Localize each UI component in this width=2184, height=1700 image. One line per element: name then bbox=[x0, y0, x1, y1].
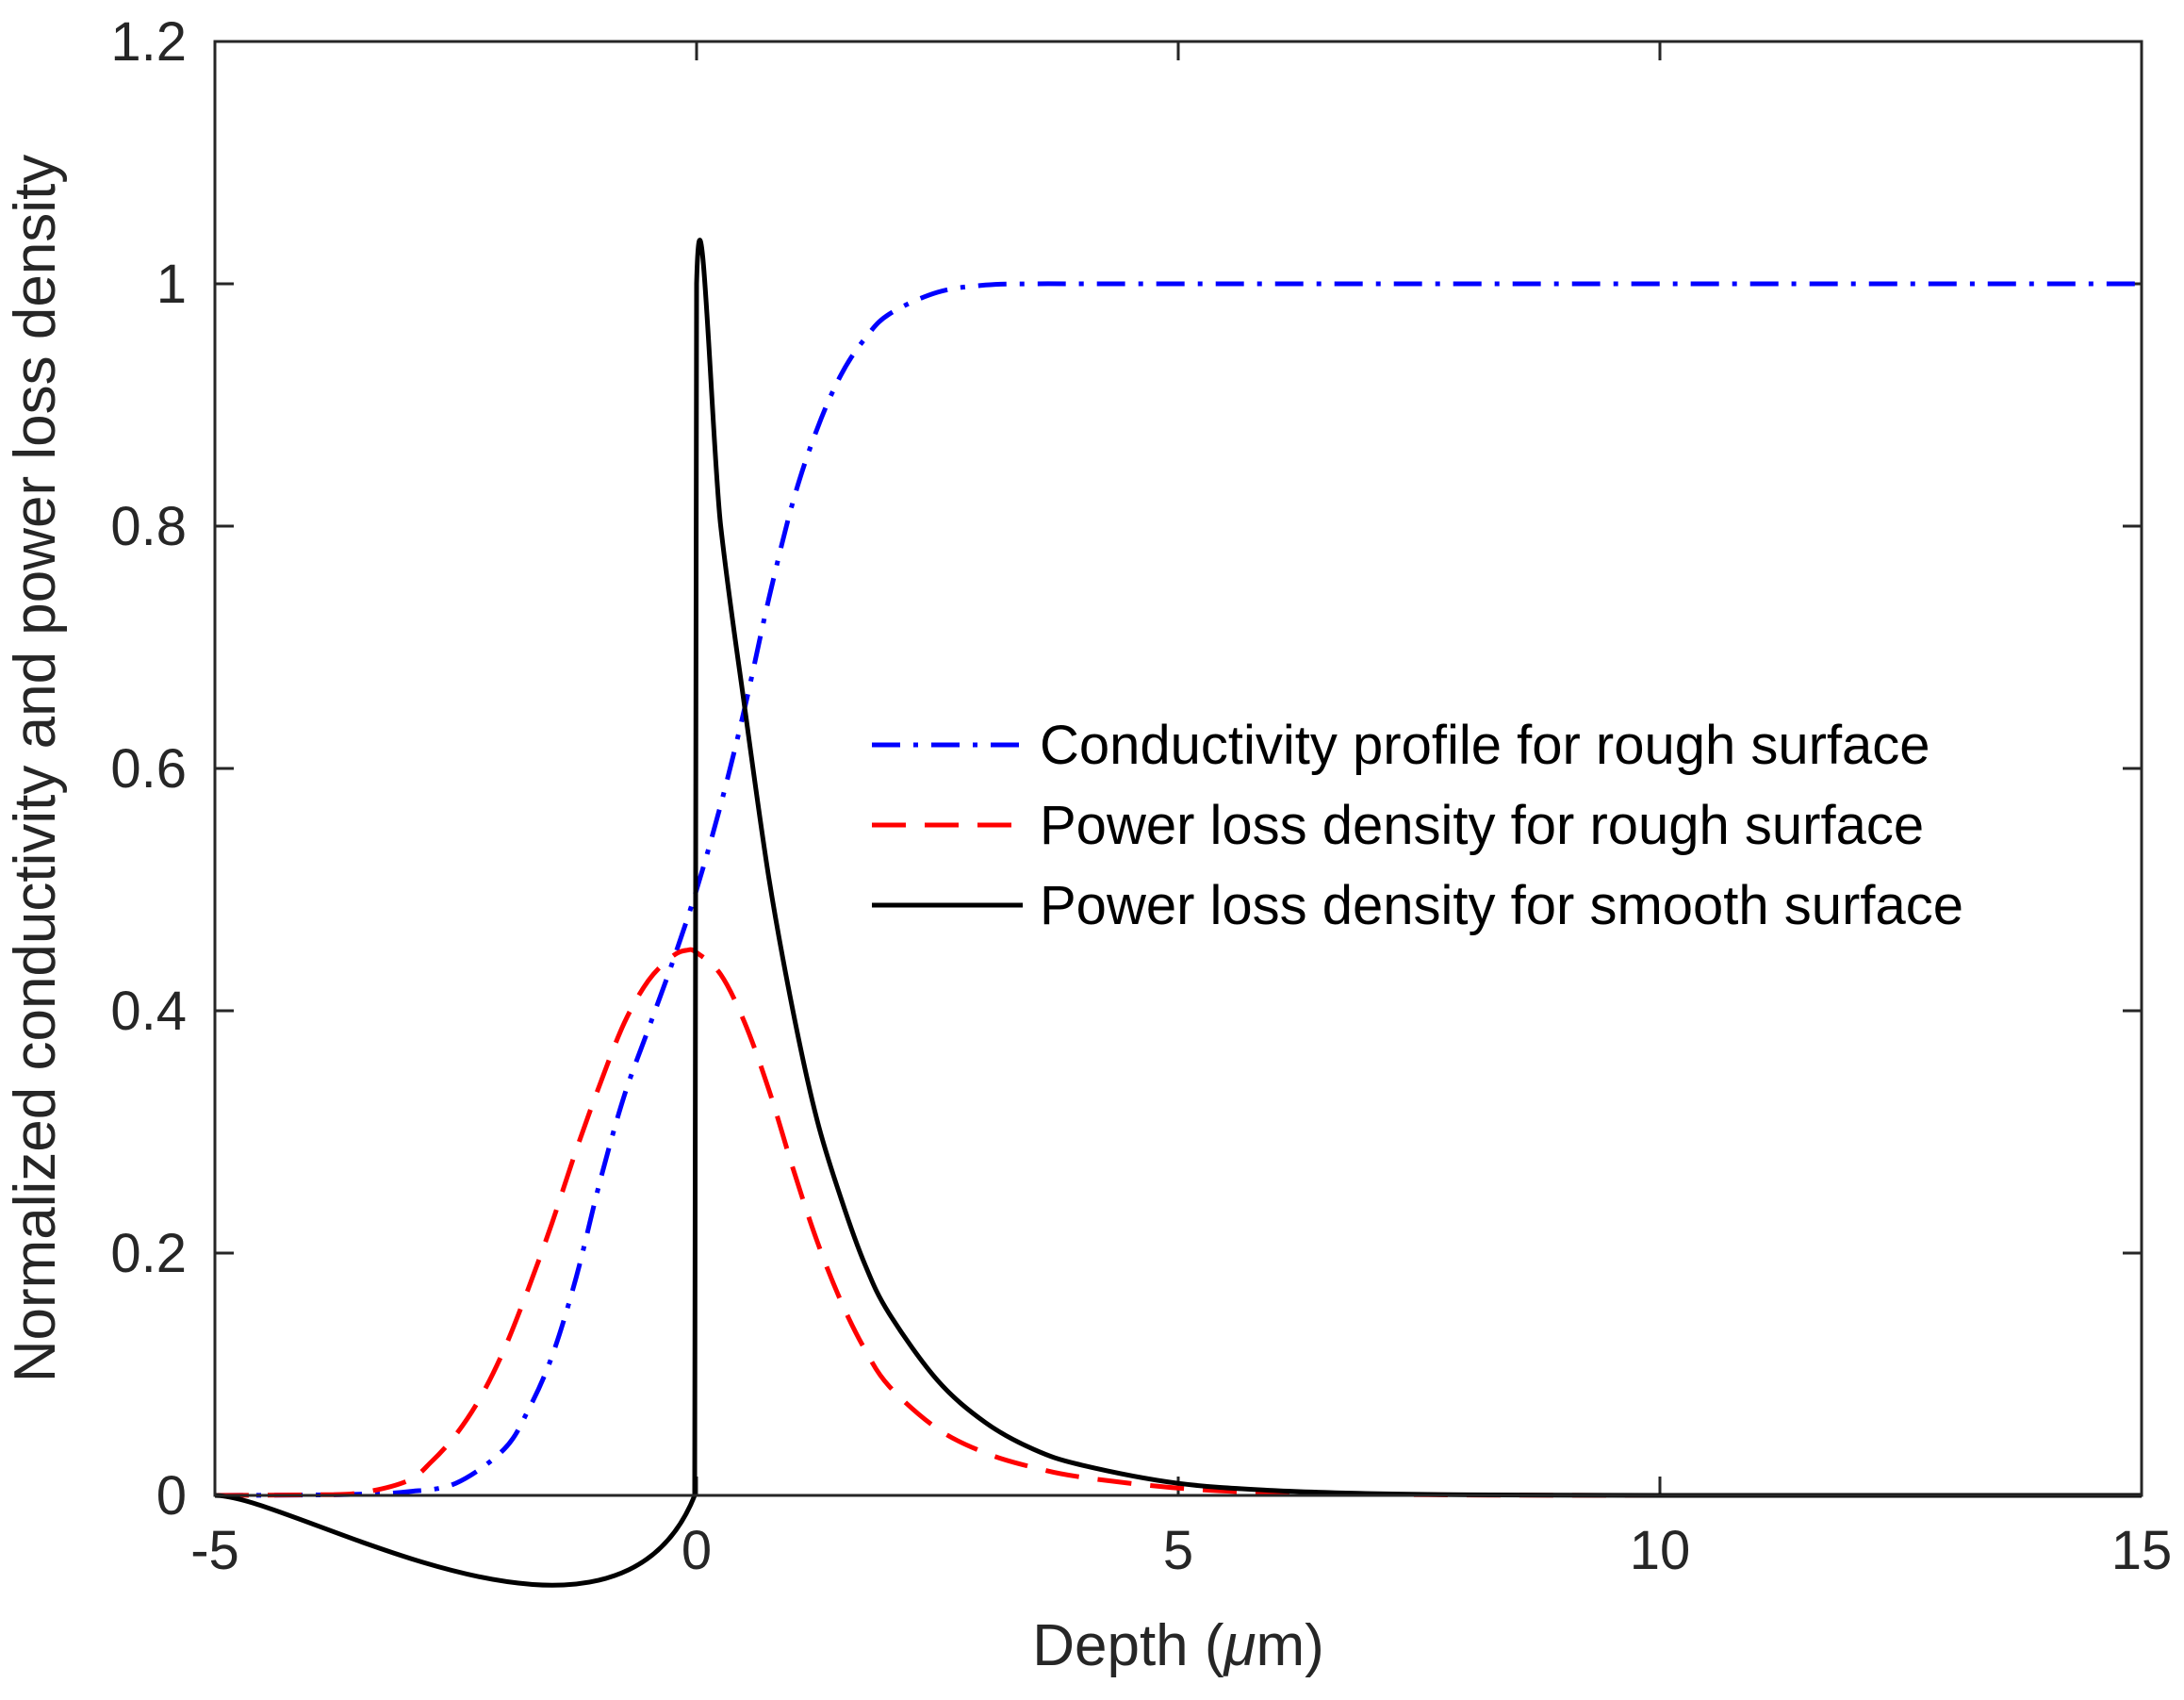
y-axis-title: Normalized conductivity and power loss d… bbox=[3, 155, 68, 1383]
x-axis-title-suffix: m) bbox=[1256, 1613, 1324, 1678]
x-tick-label: 15 bbox=[2111, 1520, 2173, 1581]
x-axis-title: Depth (μm) bbox=[1032, 1613, 1324, 1678]
legend-label-power-loss-density-for-smooth-surface: Power loss density for smooth surface bbox=[1040, 875, 1963, 936]
y-tick-label: 1.2 bbox=[110, 11, 187, 73]
plot-frame bbox=[213, 40, 2143, 1497]
y-tick-label: 1 bbox=[156, 254, 187, 315]
x-axis-title-mu: μ bbox=[1223, 1613, 1256, 1678]
legend: Conductivity profile for rough surface Po… bbox=[829, 698, 2083, 957]
legend-background bbox=[829, 698, 2083, 957]
series-conductivity-profile-for-rough-surface bbox=[214, 281, 2142, 1498]
x-tick-label: 0 bbox=[681, 1520, 712, 1581]
legend-label-power-loss-density-for-rough-surface: Power loss density for rough surface bbox=[1040, 795, 1924, 856]
x-axis-title-prefix: Depth ( bbox=[1032, 1613, 1224, 1678]
y-tick-label: 0.4 bbox=[110, 981, 187, 1042]
y-tick-label: 0 bbox=[156, 1465, 187, 1527]
y-tick-label: 0.2 bbox=[110, 1223, 187, 1284]
x-tick-label: 10 bbox=[1630, 1520, 1691, 1581]
x-tick-label: 5 bbox=[1163, 1520, 1193, 1581]
x-tick-label: -5 bbox=[190, 1520, 239, 1581]
y-tick-label: 0.8 bbox=[110, 496, 187, 557]
y-tick-label: 0.6 bbox=[110, 738, 187, 800]
legend-label-conductivity-profile-for-rough-surface: Conductivity profile for rough surface bbox=[1040, 715, 1930, 776]
